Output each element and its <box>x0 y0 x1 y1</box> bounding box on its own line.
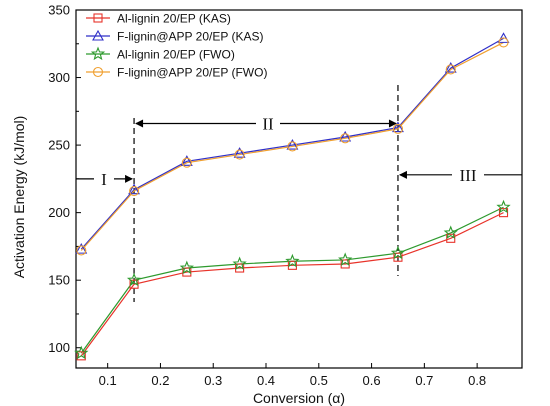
x-tick-label: 0.2 <box>151 373 169 388</box>
series-point <box>126 272 142 287</box>
arrow-head <box>398 170 407 179</box>
series-point <box>340 133 351 144</box>
arrow-head <box>388 119 397 128</box>
y-tick-label: 250 <box>48 138 70 153</box>
axis-ticks: 0.1 0.2 0.3 0.4 0.5 0.6 0.7 0.8 100 150 200 250 300 3… <box>48 3 486 389</box>
y-tick-label: 200 <box>48 205 70 220</box>
series-point <box>128 183 140 195</box>
x-tick-label: 0.6 <box>363 373 381 388</box>
series-point <box>232 256 247 271</box>
series-point <box>93 13 103 23</box>
series-point <box>75 242 88 254</box>
series-point <box>286 138 299 150</box>
series-line <box>80 212 504 357</box>
series-point <box>76 245 87 256</box>
x-tick-label: 0.8 <box>468 373 486 388</box>
series-point <box>445 64 456 75</box>
series-point <box>392 121 404 133</box>
series-point <box>233 147 246 158</box>
series-point <box>92 29 104 41</box>
x-tick-label: 0.3 <box>204 373 222 388</box>
region-dividers <box>133 85 399 302</box>
y-tick-label: 350 <box>48 3 70 18</box>
series-point <box>338 252 353 267</box>
plot-frame <box>75 9 523 369</box>
legend-entry: F-lignin@APP 20/EP (KAS) <box>117 30 263 44</box>
series-point <box>497 32 510 43</box>
series-point <box>181 157 192 168</box>
region-label-iii: III <box>460 166 477 185</box>
series-point <box>393 252 403 262</box>
series-line <box>80 37 504 250</box>
y-tick-label: 150 <box>48 273 70 288</box>
x-tick-label: 0.7 <box>415 373 433 388</box>
x-tick-label: 0.5 <box>310 373 328 388</box>
region-label-ii: II <box>262 114 274 133</box>
series-point <box>285 253 300 268</box>
series-point <box>129 279 139 289</box>
x-tick-label: 0.1 <box>99 373 117 388</box>
series-point <box>287 260 297 270</box>
series-point <box>76 351 86 361</box>
series-point <box>92 66 104 78</box>
legend-entry: Al-lignin 20/EP (KAS) <box>117 12 231 26</box>
series-point <box>390 245 406 260</box>
series-point <box>392 123 404 134</box>
series-point <box>179 260 194 275</box>
x-axis-label: Conversion (α) <box>253 390 345 406</box>
series-line <box>80 206 504 354</box>
y-tick-label: 100 <box>48 340 70 355</box>
series-point <box>90 46 106 61</box>
series-point <box>339 130 352 142</box>
arrow-head <box>135 119 144 128</box>
series-line <box>80 41 504 251</box>
y-tick-label: 300 <box>48 70 70 85</box>
series-point <box>443 225 458 239</box>
series-point <box>129 185 140 197</box>
series-point <box>498 37 509 48</box>
series-point <box>74 345 89 360</box>
legend-entry: Al-lignin 20/EP (FWO) <box>117 48 235 62</box>
arrow-head <box>125 174 134 183</box>
series-point <box>182 267 192 277</box>
legend: Al-lignin 20/EP (KAS) F-lignin@APP 20/EP … <box>86 12 267 80</box>
series-point <box>234 149 245 160</box>
series-point <box>235 263 245 273</box>
series-lines <box>80 37 504 357</box>
x-tick-label: 0.4 <box>257 373 275 388</box>
legend-entry: F-lignin@APP 20/EP (FWO) <box>117 66 267 80</box>
series-markers <box>74 32 511 361</box>
series-point <box>444 61 457 73</box>
series-point <box>287 141 298 152</box>
region-label-i: I <box>101 170 107 189</box>
series-point <box>496 199 511 214</box>
y-axis-label: Activation Energy (kJ/mol) <box>11 116 27 279</box>
series-point <box>180 155 193 166</box>
series-point <box>340 259 350 269</box>
